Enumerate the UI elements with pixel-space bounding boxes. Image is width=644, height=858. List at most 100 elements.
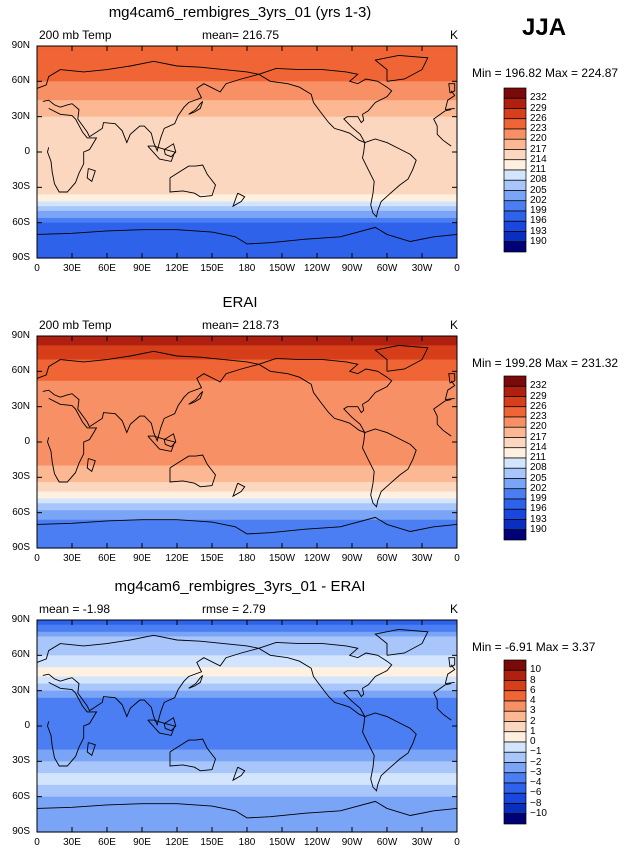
map-band <box>37 697 457 701</box>
lon-label: 60W <box>376 263 398 274</box>
colorbar <box>503 87 527 253</box>
map-band <box>37 130 457 134</box>
panel-minmax: Min = -6.91 Max = 3.37 <box>472 640 596 654</box>
map-band <box>37 449 457 453</box>
map-band <box>37 107 457 111</box>
map-band <box>37 728 457 732</box>
map-band <box>37 425 457 429</box>
map-band <box>37 460 457 464</box>
lon-label: 90E <box>133 553 151 564</box>
lon-label: 150W <box>268 263 296 274</box>
map-band <box>37 517 457 521</box>
map-band <box>37 817 457 821</box>
map-band <box>37 97 457 101</box>
colorbar-swatch <box>503 128 527 140</box>
map-band <box>37 782 457 786</box>
panel-2 <box>36 335 527 549</box>
lon-label: 90W <box>341 837 363 848</box>
coastline <box>433 110 452 147</box>
map-band <box>37 515 457 518</box>
map-band <box>37 707 457 711</box>
colorbar-label: 202 <box>530 194 547 206</box>
map-band <box>37 437 457 441</box>
coastline <box>374 628 429 656</box>
map-band <box>37 128 457 132</box>
lat-label: 90N <box>11 614 30 625</box>
map-band <box>37 232 457 236</box>
lon-label: 60E <box>98 263 116 274</box>
lon-label: 30W <box>411 553 433 564</box>
map-band <box>37 794 457 798</box>
map-band <box>37 83 457 87</box>
coastline <box>448 373 456 384</box>
coastline <box>445 107 455 111</box>
colorbar-swatch <box>503 437 527 449</box>
panel-center-label: mean= 218.73 <box>202 318 280 332</box>
map-band <box>37 383 457 387</box>
map-band <box>37 166 457 170</box>
map-band <box>37 152 457 155</box>
lat-label: 90N <box>11 40 30 51</box>
map-band <box>37 751 457 755</box>
map-band <box>37 683 457 687</box>
colorbar-label: 220 <box>530 421 547 433</box>
colorbar-label: 208 <box>530 174 547 186</box>
colorbar-label: 193 <box>530 225 547 237</box>
map-band <box>37 733 457 737</box>
map-band <box>37 74 457 78</box>
map-band <box>37 484 457 488</box>
colorbar-swatch <box>503 149 527 161</box>
map-band <box>37 806 457 810</box>
map-band <box>37 676 457 680</box>
map-band <box>37 789 457 793</box>
map-band <box>37 234 457 238</box>
colorbar-swatch <box>503 396 527 408</box>
lon-label: 0 <box>454 553 460 564</box>
map-band <box>37 220 457 224</box>
map-band <box>37 423 457 427</box>
map-band <box>37 451 457 455</box>
map-band <box>37 64 457 68</box>
colorbar-swatch <box>503 762 527 774</box>
coastline <box>47 107 98 193</box>
panel-center-label: rmse = 2.79 <box>202 602 266 616</box>
lon-label: 30E <box>63 263 81 274</box>
lat-label: 90S <box>12 826 30 837</box>
colorbar <box>503 659 527 825</box>
map-band <box>37 104 457 108</box>
colorbar-swatch <box>503 529 527 541</box>
map-band <box>37 758 457 762</box>
coastline <box>36 634 259 727</box>
map-band <box>37 768 457 772</box>
lat-label: 90S <box>12 252 30 263</box>
lon-label: 150W <box>268 553 296 564</box>
panel-title: mg4cam6_rembigres_3yrs_01 - ERAI <box>114 578 366 595</box>
lat-label: 60S <box>12 216 30 228</box>
map-band <box>37 787 457 791</box>
colorbar-swatch <box>503 169 527 181</box>
map-band <box>37 248 457 252</box>
map-band <box>37 430 457 434</box>
coastlines <box>36 628 458 819</box>
map-band <box>37 777 457 781</box>
map-band <box>37 53 457 57</box>
coastline <box>444 90 456 110</box>
map-band <box>37 161 457 165</box>
map-band <box>37 116 457 120</box>
coastline <box>448 83 456 94</box>
coastline <box>232 482 246 498</box>
colorbar-label: −2 <box>530 756 542 768</box>
lon-label: 90E <box>133 263 151 274</box>
map-band <box>37 536 457 540</box>
map-band <box>37 206 457 210</box>
colorbar-swatch <box>503 179 527 191</box>
map-band <box>37 88 457 92</box>
lon-label: 0 <box>34 263 40 274</box>
map-band <box>37 373 457 377</box>
coastline <box>36 800 458 819</box>
map-band <box>37 702 457 706</box>
map-band <box>37 137 457 141</box>
map-band <box>37 62 457 66</box>
map-band <box>37 629 457 633</box>
colorbar-swatch <box>503 118 527 130</box>
